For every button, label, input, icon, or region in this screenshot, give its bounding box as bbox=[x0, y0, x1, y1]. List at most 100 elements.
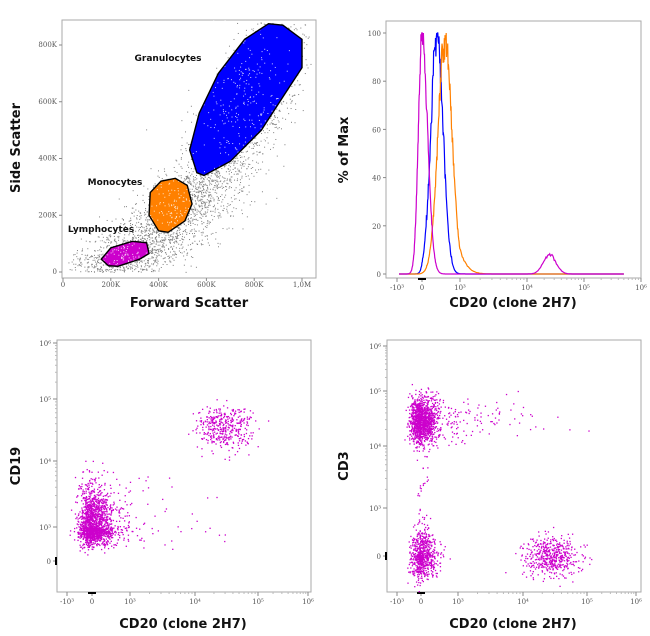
event-dot bbox=[226, 142, 228, 144]
event-dot bbox=[154, 262, 156, 264]
event-dot bbox=[176, 212, 178, 214]
event-dot bbox=[192, 222, 194, 224]
event-dot bbox=[105, 516, 108, 519]
event-dot bbox=[220, 105, 222, 107]
event-dot bbox=[180, 175, 182, 177]
event-dot bbox=[190, 175, 192, 177]
event-dot bbox=[128, 267, 130, 269]
event-dot bbox=[272, 123, 274, 125]
event-dot bbox=[86, 516, 88, 518]
gate-monocytes[interactable] bbox=[148, 177, 193, 234]
event-dot bbox=[130, 267, 132, 269]
event-dot bbox=[117, 242, 119, 244]
event-dot bbox=[147, 265, 149, 267]
event-dot bbox=[157, 252, 159, 254]
event-dot bbox=[163, 257, 165, 259]
event-dot bbox=[94, 500, 97, 502]
event-dot bbox=[293, 142, 295, 144]
event-dot bbox=[132, 232, 134, 234]
event-dot bbox=[181, 243, 183, 245]
event-dot bbox=[116, 506, 118, 508]
event-dot bbox=[261, 72, 263, 74]
event-dot bbox=[211, 180, 213, 182]
event-dot bbox=[151, 234, 153, 236]
event-dot bbox=[131, 212, 133, 214]
event-dot bbox=[199, 184, 201, 186]
event-dot bbox=[190, 225, 192, 227]
y-tick-label: 80 bbox=[372, 78, 381, 86]
event-dot bbox=[210, 194, 212, 196]
event-dot bbox=[167, 234, 169, 236]
event-dot bbox=[272, 123, 274, 125]
event-dot bbox=[116, 241, 118, 243]
event-dot bbox=[218, 69, 220, 71]
event-dot bbox=[258, 83, 260, 85]
event-dot bbox=[176, 242, 178, 244]
event-dot bbox=[89, 537, 91, 540]
event-dot bbox=[195, 219, 197, 221]
event-dot bbox=[103, 247, 105, 249]
event-dot bbox=[221, 176, 223, 178]
event-dot bbox=[97, 270, 99, 272]
event-dot bbox=[96, 544, 98, 547]
event-dot bbox=[243, 81, 245, 83]
event-dot bbox=[219, 21, 221, 23]
event-dot bbox=[136, 263, 138, 265]
gate-granulocytes[interactable] bbox=[188, 22, 303, 177]
event-dot bbox=[195, 208, 197, 210]
event-dot bbox=[226, 114, 228, 116]
event-dot bbox=[242, 150, 244, 152]
event-dot bbox=[196, 209, 198, 211]
event-dot bbox=[118, 249, 120, 251]
event-dot bbox=[216, 176, 218, 178]
event-dot bbox=[185, 178, 187, 180]
event-dot bbox=[146, 230, 148, 232]
event-dot bbox=[267, 8, 269, 10]
event-dot bbox=[229, 204, 231, 206]
event-dot bbox=[242, 72, 244, 74]
event-dot bbox=[94, 498, 96, 500]
event-dot bbox=[85, 270, 87, 272]
event-dot bbox=[291, 86, 293, 88]
event-dot bbox=[214, 74, 216, 76]
event-dot bbox=[147, 260, 149, 262]
event-dot bbox=[174, 241, 176, 243]
event-dot bbox=[102, 271, 104, 273]
event-dot bbox=[207, 220, 209, 222]
event-dot bbox=[200, 175, 202, 177]
event-dot bbox=[171, 216, 173, 218]
event-dot bbox=[249, 49, 251, 51]
event-dot bbox=[204, 183, 206, 185]
event-dot bbox=[272, 147, 274, 149]
event-dot bbox=[99, 249, 101, 251]
event-dot bbox=[133, 243, 135, 245]
event-dot bbox=[83, 518, 85, 520]
event-dot bbox=[135, 256, 137, 258]
event-dot bbox=[135, 237, 137, 239]
event-dot bbox=[125, 250, 127, 252]
event-dot bbox=[121, 243, 123, 245]
gate-lymphocytes[interactable] bbox=[100, 240, 150, 268]
event-dot bbox=[131, 225, 133, 227]
event-dot bbox=[156, 231, 158, 233]
event-dot bbox=[93, 498, 96, 500]
event-dot bbox=[152, 248, 154, 250]
event-dot bbox=[138, 237, 140, 239]
event-dot bbox=[183, 192, 185, 194]
event-dot bbox=[113, 239, 115, 241]
event-dot bbox=[153, 185, 155, 187]
event-dot bbox=[83, 512, 86, 515]
event-dot bbox=[176, 254, 178, 256]
event-dot bbox=[253, 137, 255, 139]
event-dot bbox=[164, 249, 166, 251]
event-dot bbox=[158, 268, 160, 270]
event-dot bbox=[211, 172, 213, 174]
event-dot bbox=[140, 234, 142, 236]
event-dot bbox=[110, 514, 112, 516]
event-dot bbox=[282, 117, 284, 119]
event-dot bbox=[279, 109, 281, 111]
event-dot bbox=[114, 231, 116, 233]
event-dot bbox=[238, 69, 240, 71]
event-dot bbox=[303, 47, 305, 49]
event-dot bbox=[198, 186, 200, 188]
